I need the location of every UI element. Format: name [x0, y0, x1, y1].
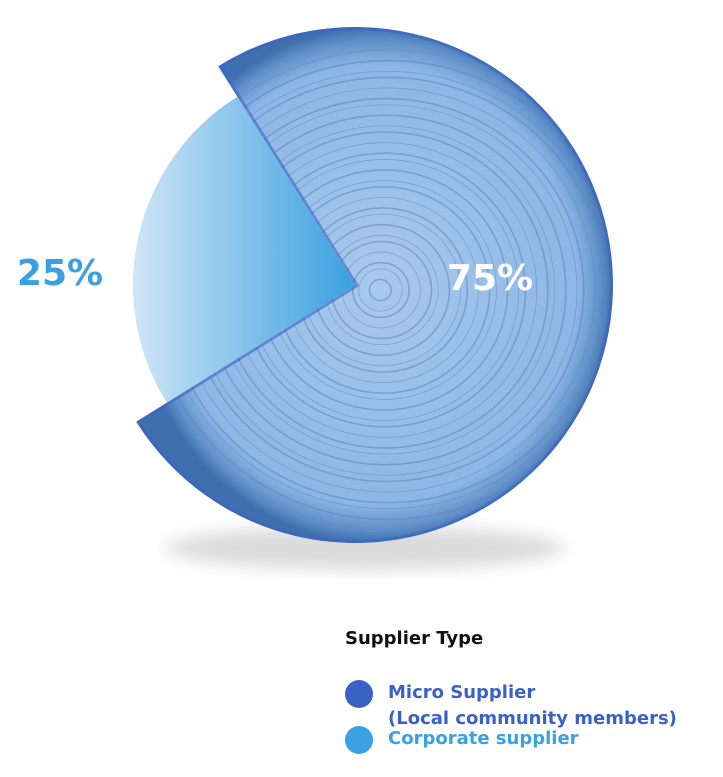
ring [368, 278, 392, 302]
legend-item: Corporate supplier [345, 726, 579, 754]
ring [351, 261, 410, 319]
legend-swatch [345, 680, 373, 708]
pie-slice [136, 27, 613, 544]
value-label: 75% [447, 258, 533, 299]
legend-label: Micro Supplier (Local community members) [388, 682, 677, 729]
legend-item: Micro Supplier (Local community members) [345, 680, 677, 732]
value-label: 25% [17, 253, 103, 294]
ring [358, 268, 403, 312]
slice-edge [136, 27, 613, 544]
legend-title: Supplier Type [345, 628, 484, 649]
pie-slice [132, 96, 355, 403]
shadow [165, 526, 565, 570]
legend-swatch [345, 726, 373, 754]
chart: 75% 25% [17, 27, 613, 570]
legend-label: Corporate supplier [388, 728, 579, 749]
